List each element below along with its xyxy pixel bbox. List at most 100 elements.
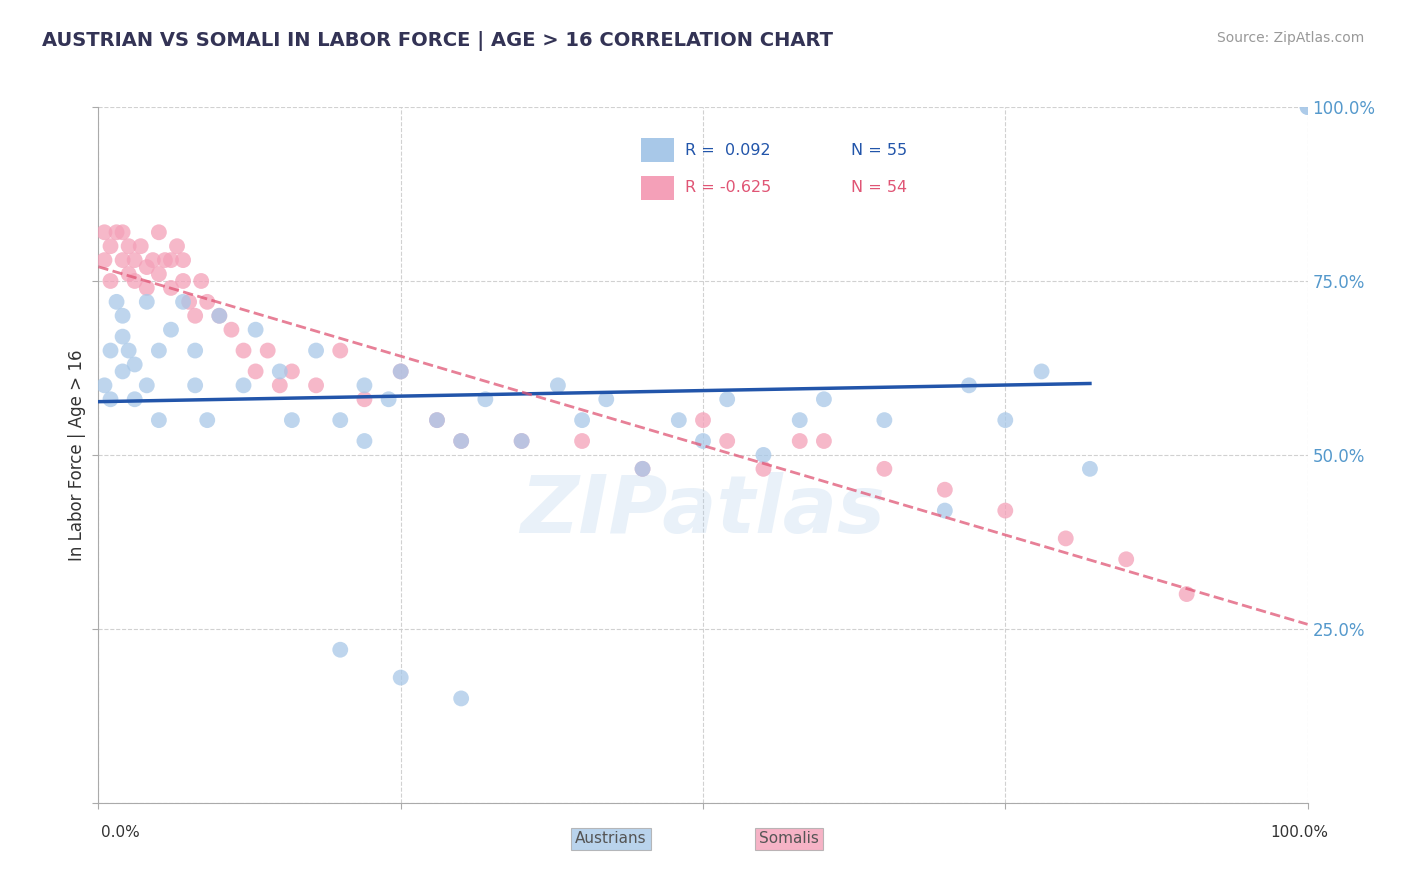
Point bbox=[172, 294, 194, 309]
Point bbox=[329, 413, 352, 427]
Point bbox=[595, 392, 617, 407]
Point bbox=[353, 392, 375, 407]
Point bbox=[450, 434, 472, 448]
Point bbox=[111, 364, 134, 378]
Point bbox=[153, 253, 176, 268]
Point bbox=[329, 642, 352, 657]
Point bbox=[1078, 462, 1101, 476]
Point bbox=[160, 253, 183, 268]
Point bbox=[389, 364, 412, 378]
Point bbox=[957, 378, 980, 392]
Text: ZIPatlas: ZIPatlas bbox=[520, 472, 886, 549]
Point bbox=[752, 448, 775, 462]
Point bbox=[631, 462, 654, 476]
Point bbox=[221, 323, 243, 337]
Point bbox=[232, 343, 254, 358]
Point bbox=[195, 294, 218, 309]
Point bbox=[631, 462, 654, 476]
Point bbox=[100, 274, 122, 288]
Point bbox=[148, 343, 170, 358]
Point bbox=[100, 343, 122, 358]
Point bbox=[1296, 100, 1319, 114]
Point bbox=[426, 413, 449, 427]
Point bbox=[873, 462, 896, 476]
Point bbox=[389, 364, 412, 378]
Point bbox=[111, 225, 134, 239]
Point bbox=[692, 413, 714, 427]
Point bbox=[135, 281, 157, 295]
Point bbox=[571, 434, 593, 448]
Point bbox=[179, 294, 201, 309]
Point bbox=[124, 392, 146, 407]
Text: AUSTRIAN VS SOMALI IN LABOR FORCE | AGE > 16 CORRELATION CHART: AUSTRIAN VS SOMALI IN LABOR FORCE | AGE … bbox=[42, 31, 834, 51]
Point bbox=[124, 274, 146, 288]
Point bbox=[190, 274, 212, 288]
Text: 0.0%: 0.0% bbox=[101, 825, 141, 840]
Point bbox=[789, 434, 811, 448]
Point bbox=[184, 309, 207, 323]
Point bbox=[160, 323, 183, 337]
Point bbox=[118, 343, 141, 358]
Point bbox=[571, 413, 593, 427]
Point bbox=[135, 294, 157, 309]
Point bbox=[269, 364, 291, 378]
Point bbox=[789, 413, 811, 427]
Point bbox=[305, 343, 328, 358]
Point bbox=[160, 281, 183, 295]
Y-axis label: In Labor Force | Age > 16: In Labor Force | Age > 16 bbox=[67, 349, 86, 561]
Point bbox=[124, 253, 146, 268]
Point bbox=[208, 309, 231, 323]
Point bbox=[105, 225, 128, 239]
Point bbox=[172, 274, 194, 288]
Point bbox=[450, 434, 472, 448]
Point bbox=[111, 309, 134, 323]
Point bbox=[329, 343, 352, 358]
Point bbox=[389, 671, 412, 685]
Point bbox=[1296, 100, 1319, 114]
Text: Source: ZipAtlas.com: Source: ZipAtlas.com bbox=[1216, 31, 1364, 45]
Point bbox=[752, 462, 775, 476]
Point bbox=[208, 309, 231, 323]
Point bbox=[111, 329, 134, 343]
Point bbox=[100, 239, 122, 253]
Point bbox=[148, 413, 170, 427]
Point bbox=[813, 434, 835, 448]
Point bbox=[377, 392, 399, 407]
Point bbox=[994, 503, 1017, 517]
Point bbox=[135, 260, 157, 274]
Point bbox=[124, 358, 146, 372]
Point bbox=[1031, 364, 1053, 378]
Point bbox=[184, 343, 207, 358]
Point bbox=[873, 413, 896, 427]
Point bbox=[353, 434, 375, 448]
Point bbox=[1115, 552, 1137, 566]
Point bbox=[281, 413, 304, 427]
Text: Austrians: Austrians bbox=[575, 831, 647, 847]
Text: Somalis: Somalis bbox=[759, 831, 820, 847]
Point bbox=[716, 434, 738, 448]
Point bbox=[426, 413, 449, 427]
Point bbox=[184, 378, 207, 392]
Point bbox=[111, 253, 134, 268]
Point bbox=[232, 378, 254, 392]
Point bbox=[692, 434, 714, 448]
Point bbox=[668, 413, 690, 427]
Point bbox=[142, 253, 165, 268]
Point bbox=[118, 267, 141, 281]
Point bbox=[166, 239, 188, 253]
Point bbox=[353, 378, 375, 392]
Point bbox=[148, 225, 170, 239]
Point bbox=[135, 378, 157, 392]
Point bbox=[994, 413, 1017, 427]
Point bbox=[510, 434, 533, 448]
Point bbox=[1175, 587, 1198, 601]
Point bbox=[100, 392, 122, 407]
Point bbox=[245, 364, 267, 378]
Point bbox=[934, 483, 956, 497]
Point bbox=[245, 323, 267, 337]
Point bbox=[305, 378, 328, 392]
Point bbox=[105, 294, 128, 309]
Point bbox=[281, 364, 304, 378]
Point bbox=[934, 503, 956, 517]
Point bbox=[1054, 532, 1077, 546]
